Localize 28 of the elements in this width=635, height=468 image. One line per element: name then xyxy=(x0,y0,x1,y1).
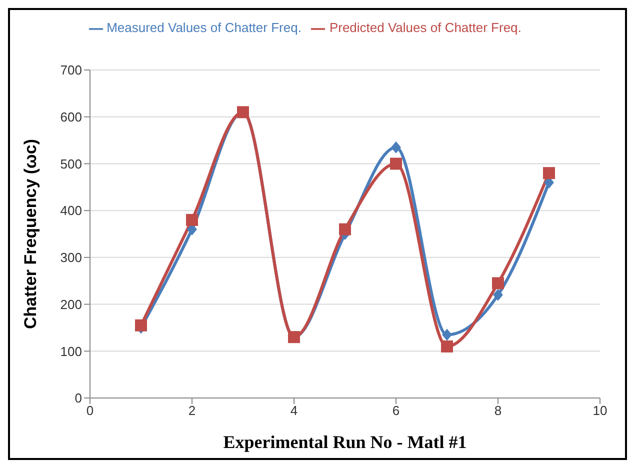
x-axis-title: Experimental Run No - Matl #1 xyxy=(223,432,467,452)
y-tick-label: 300 xyxy=(60,250,82,266)
x-tick-label: 0 xyxy=(86,403,94,418)
point xyxy=(186,214,198,226)
point xyxy=(442,328,452,341)
x-tick-label: 2 xyxy=(188,403,196,418)
point xyxy=(543,167,555,180)
x-tick-label: 6 xyxy=(392,403,400,418)
y-tick-label: 0 xyxy=(74,390,82,406)
point xyxy=(493,288,503,301)
y-tick-label: 400 xyxy=(60,203,82,218)
point xyxy=(391,141,401,154)
y-tick-label: 200 xyxy=(60,296,82,312)
point xyxy=(339,223,351,236)
point xyxy=(390,158,402,170)
legend-label: Predicted Values of Chatter Freq. xyxy=(329,20,522,35)
point xyxy=(492,277,504,290)
x-tick-label: 8 xyxy=(494,403,502,418)
y-tick-label: 500 xyxy=(60,156,82,172)
point xyxy=(135,319,147,332)
point xyxy=(441,340,453,352)
y-axis-title: Chatter Frequency (ωc) xyxy=(21,138,40,330)
legend-label: Measured Values of Chatter Freq. xyxy=(106,20,302,35)
x-tick-label: 4 xyxy=(290,403,298,418)
x-tick-label: 10 xyxy=(592,403,608,418)
y-tick-label: 600 xyxy=(60,109,82,124)
y-tick-label: 100 xyxy=(60,344,82,359)
y-tick-label: 700 xyxy=(60,62,82,78)
